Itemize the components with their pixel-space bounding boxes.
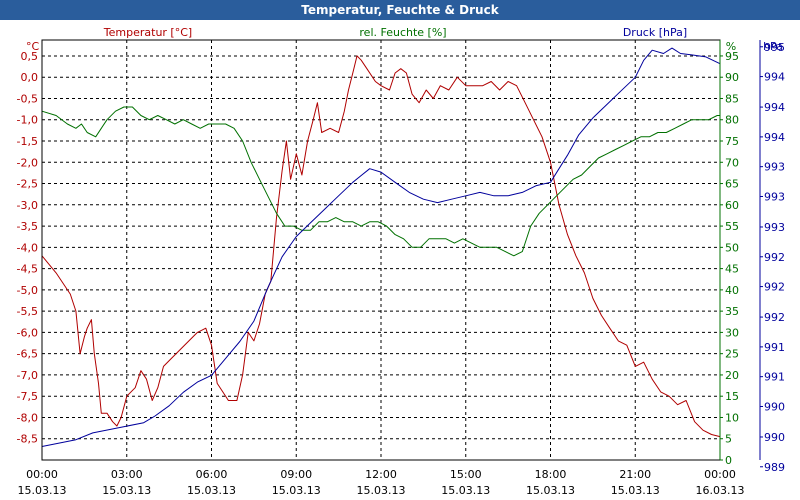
x-tick-date: 15.03.13 (357, 484, 406, 497)
humidity-tick-label: 60 (725, 199, 739, 212)
humidity-tick-label: 0 (725, 454, 732, 467)
x-tick-time: 00:00 (704, 468, 736, 481)
left-tick-label: -7,0 (17, 369, 38, 382)
humidity-tick-label: 35 (725, 305, 739, 318)
mid-axis-unit: % (726, 40, 736, 53)
x-tick-time: 03:00 (111, 468, 143, 481)
pressure-line (41, 47, 721, 447)
pressure-tick-label: 994 (764, 131, 785, 144)
x-tick-time: 15:00 (450, 468, 482, 481)
humidity-tick-label: 5 (725, 433, 732, 446)
humidity-line (41, 106, 720, 257)
humidity-tick-label: 25 (725, 348, 739, 361)
left-tick-label: -2,5 (17, 178, 38, 191)
left-axis-unit: °C (26, 40, 40, 53)
pressure-tick-label: 991 (764, 371, 785, 384)
pressure-tick-label: 992 (764, 281, 785, 294)
pressure-tick-label: 990 (764, 431, 785, 444)
left-tick-label: -3,0 (17, 199, 38, 212)
humidity-tick-label: 90 (725, 71, 739, 84)
x-tick-date: 15.03.13 (272, 484, 321, 497)
x-tick-date: 15.03.13 (611, 484, 660, 497)
legend-pressure: Druck [hPa] (623, 26, 687, 39)
left-tick-label: 0,0 (21, 71, 39, 84)
x-tick-time: 09:00 (280, 468, 312, 481)
x-tick-time: 18:00 (535, 468, 567, 481)
left-tick-label: -5,0 (17, 284, 38, 297)
left-tick-label: -1,5 (17, 135, 38, 148)
x-tick-date: 16.03.13 (696, 484, 745, 497)
x-tick-date: 15.03.13 (441, 484, 490, 497)
humidity-tick-label: 45 (725, 263, 739, 276)
pressure-tick-label: 995 (764, 41, 785, 54)
left-tick-label: 0,5 (21, 50, 39, 63)
pressure-tick-label: 994 (764, 71, 785, 84)
left-tick-label: -0,5 (17, 92, 38, 105)
pressure-tick-label: 991 (764, 341, 785, 354)
left-tick-label: -4,5 (17, 263, 38, 276)
chart: °C % hPa Temperatur [°C] rel. Feuchte [%… (17, 26, 785, 497)
window-title: Temperatur, Feuchte & Druck (0, 0, 800, 20)
humidity-tick-label: 65 (725, 178, 739, 191)
humidity-tick-label: 10 (725, 411, 739, 424)
left-tick-label: -1,0 (17, 114, 38, 127)
x-tick-date: 15.03.13 (102, 484, 151, 497)
humidity-tick-label: 95 (725, 50, 739, 63)
pressure-tick-label: 992 (764, 251, 785, 264)
humidity-tick-label: 20 (725, 369, 739, 382)
pressure-tick-label: 994 (764, 101, 785, 114)
left-tick-label: -7,5 (17, 390, 38, 403)
legend-humidity: rel. Feuchte [%] (359, 26, 446, 39)
pressure-tick-label: 993 (764, 190, 785, 203)
left-tick-label: -6,0 (17, 326, 38, 339)
left-tick-label: -3,5 (17, 220, 38, 233)
x-tick-time: 12:00 (365, 468, 397, 481)
humidity-tick-label: 30 (725, 326, 739, 339)
x-tick-time: 06:00 (196, 468, 228, 481)
x-tick-date: 15.03.13 (187, 484, 236, 497)
right-axis-unit: hPa (763, 40, 783, 53)
pressure-tick-label: 990 (764, 400, 785, 413)
humidity-tick-label: 40 (725, 284, 739, 297)
x-tick-date: 15.03.13 (18, 484, 67, 497)
humidity-tick-label: 75 (725, 135, 739, 148)
humidity-tick-label: 70 (725, 156, 739, 169)
temperature-line (41, 55, 721, 438)
left-tick-label: -8,0 (17, 411, 38, 424)
left-tick-label: -6,5 (17, 348, 38, 361)
humidity-tick-label: 50 (725, 241, 739, 254)
left-tick-label: -5,5 (17, 305, 38, 318)
pressure-tick-label: 989 (764, 461, 785, 474)
pressure-tick-label: 993 (764, 161, 785, 174)
left-tick-label: -2,0 (17, 156, 38, 169)
humidity-tick-label: 55 (725, 220, 739, 233)
x-tick-date: 15.03.13 (526, 484, 575, 497)
humidity-tick-label: 80 (725, 114, 739, 127)
pressure-tick-label: 993 (764, 221, 785, 234)
pressure-tick-label: 992 (764, 311, 785, 324)
legend-temperature: Temperatur [°C] (103, 26, 192, 39)
humidity-tick-label: 85 (725, 92, 739, 105)
humidity-tick-label: 15 (725, 390, 739, 403)
left-tick-label: -8,5 (17, 433, 38, 446)
x-tick-time: 21:00 (619, 468, 651, 481)
x-tick-time: 00:00 (26, 468, 58, 481)
left-tick-label: -4,0 (17, 241, 38, 254)
